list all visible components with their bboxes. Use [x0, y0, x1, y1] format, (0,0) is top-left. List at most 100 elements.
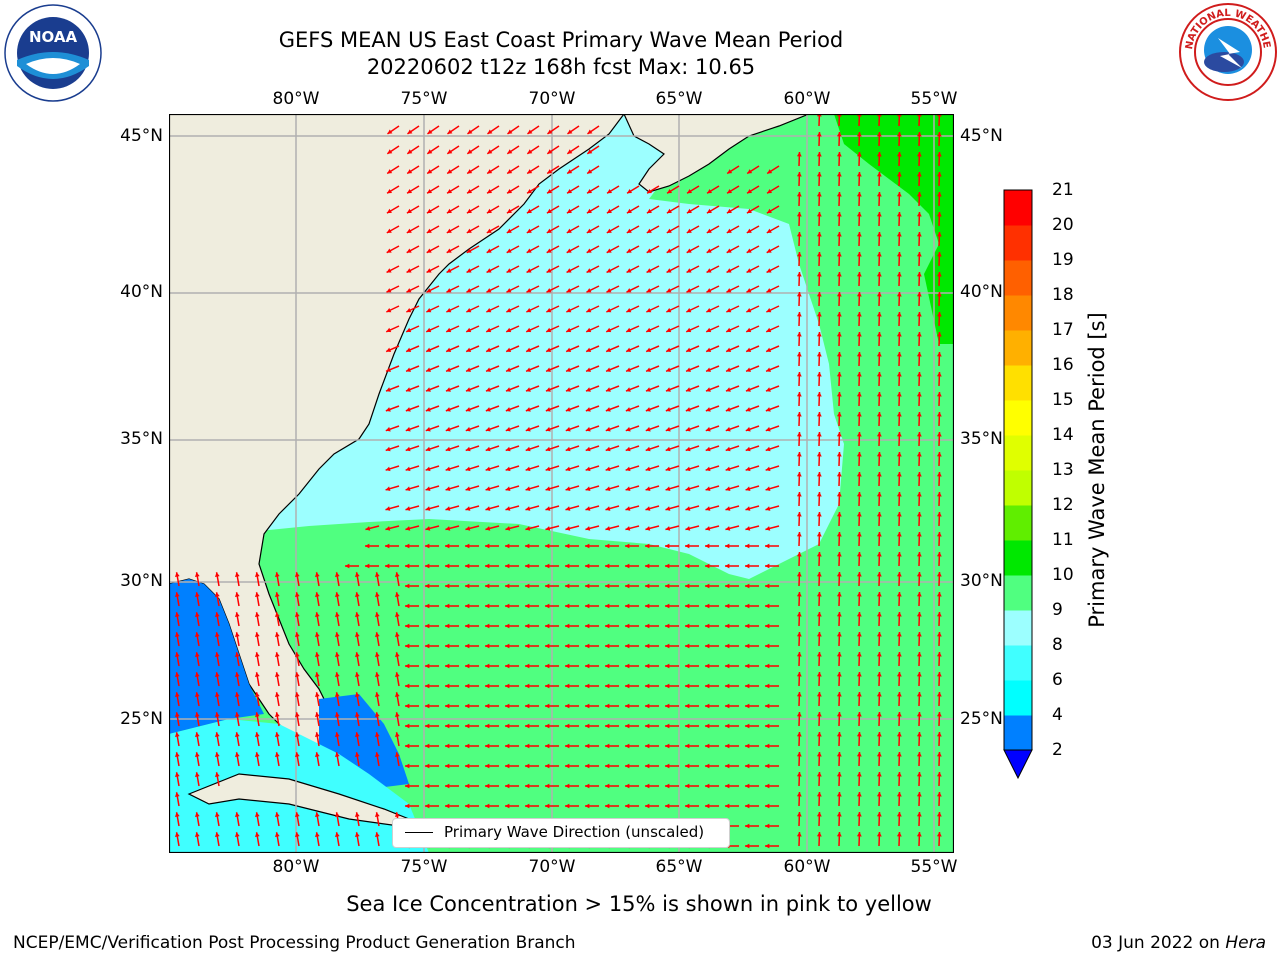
wave-arrow-head — [405, 643, 410, 649]
wave-arrow-head — [446, 288, 452, 293]
wave-arrow-head — [896, 692, 902, 697]
wave-arrow-head — [585, 663, 590, 669]
wave-arrow-head — [445, 723, 450, 729]
wave-arrow-head — [856, 492, 862, 497]
wave-arrow-head — [686, 327, 692, 333]
colorbar-segment — [1004, 400, 1032, 436]
wave-arrow-head — [916, 752, 922, 757]
wave-arrow-head — [386, 367, 392, 372]
wave-arrow-head — [816, 752, 822, 757]
wave-arrow-head — [565, 643, 570, 649]
wave-arrow-head — [374, 752, 380, 757]
wave-arrow-head — [605, 526, 611, 531]
wave-arrow-head — [505, 543, 510, 549]
colorbar-segment — [1004, 365, 1032, 401]
wave-arrow-head — [816, 152, 822, 157]
wave-arrow-head — [487, 169, 493, 174]
wave-arrow-head — [685, 723, 690, 729]
wave-arrow-head — [565, 743, 570, 749]
wave-arrow-head — [745, 763, 750, 769]
wave-arrow-head — [445, 426, 451, 432]
wave-arrow-head — [705, 426, 711, 432]
wave-arrow-head — [936, 832, 942, 837]
wave-arrow-head — [796, 712, 802, 717]
wave-arrow-head — [447, 188, 453, 194]
wave-arrow-head — [486, 208, 492, 214]
wave-arrow-head — [665, 643, 670, 649]
wave-arrow-head — [765, 387, 771, 392]
wave-arrow-head — [896, 792, 902, 797]
wave-arrow-head — [665, 387, 671, 392]
wave-arrow-head — [426, 208, 432, 214]
wave-arrow-head — [726, 248, 732, 253]
wave-arrow-head — [426, 288, 432, 293]
lat-label: 30°N — [120, 571, 163, 591]
wave-arrow-head — [705, 703, 710, 709]
wave-arrow-head — [625, 743, 630, 749]
wave-arrow-head — [745, 703, 750, 709]
wave-arrow-head — [505, 783, 510, 789]
wave-arrow-head — [405, 783, 410, 789]
wave-arrow-head — [836, 792, 842, 797]
wave-arrow-head — [586, 248, 592, 253]
wave-arrow-head — [816, 572, 822, 577]
wave-arrow-head — [745, 563, 750, 569]
wave-arrow-head — [625, 623, 630, 629]
wave-arrow-head — [485, 763, 490, 769]
wave-arrow-head — [796, 252, 802, 257]
wave-arrow-head — [625, 563, 630, 569]
wave-arrow-head — [625, 583, 630, 589]
wave-arrow-head — [406, 268, 412, 273]
wave-arrow-head — [665, 426, 671, 432]
wave-arrow-head — [445, 803, 450, 809]
wave-arrow-head — [836, 212, 842, 217]
wave-arrow-head — [506, 248, 512, 253]
wave-arrow-head — [546, 327, 552, 333]
wave-arrow-head — [214, 572, 220, 577]
wave-arrow-head — [685, 663, 690, 669]
wave-arrow-head — [486, 307, 492, 313]
wave-arrow-head — [385, 407, 391, 412]
wave-arrow-head — [294, 692, 300, 697]
wave-arrow-head — [545, 446, 551, 452]
wave-arrow-head — [666, 307, 672, 313]
wave-arrow-head — [465, 803, 470, 809]
wave-arrow-head — [334, 592, 340, 597]
wave-arrow-head — [836, 832, 842, 837]
wave-arrow-head — [314, 692, 320, 697]
wave-arrow-head — [507, 188, 513, 194]
wave-arrow-head — [745, 843, 750, 849]
wave-arrow-head — [896, 232, 902, 237]
wave-arrow-head — [505, 683, 510, 689]
wave-arrow-head — [545, 763, 550, 769]
wave-arrow-head — [836, 272, 842, 277]
wave-arrow-head — [567, 129, 573, 134]
wave-arrow-head — [876, 172, 882, 177]
wave-arrow-head — [485, 583, 490, 589]
wave-arrow-head — [916, 452, 922, 457]
wave-arrow-head — [747, 188, 753, 194]
wave-arrow-head — [566, 327, 572, 333]
wave-arrow-head — [274, 612, 280, 617]
wave-arrow-head — [936, 392, 942, 397]
wave-arrow-head — [856, 312, 862, 317]
wave-arrow-head — [374, 672, 380, 677]
wave-arrow-head — [745, 663, 750, 669]
wave-arrow-head — [816, 332, 822, 337]
wave-arrow-head — [567, 149, 573, 154]
wave-arrow-head — [876, 772, 882, 777]
wave-arrow-head — [485, 623, 490, 629]
wave-arrow-head — [385, 563, 390, 569]
wave-arrow-head — [465, 623, 470, 629]
wave-arrow-head — [916, 672, 922, 677]
wave-arrow-head — [816, 652, 822, 657]
wave-arrow-head — [645, 407, 651, 412]
wave-arrow-head — [585, 426, 591, 432]
wave-arrow-head — [374, 572, 380, 577]
wave-arrow-head — [665, 763, 670, 769]
wave-arrow-head — [626, 228, 632, 233]
wave-arrow-head — [506, 307, 512, 313]
wave-arrow-head — [194, 612, 200, 617]
lat-label: 35°N — [960, 429, 1003, 449]
wave-arrow-head — [465, 506, 471, 511]
